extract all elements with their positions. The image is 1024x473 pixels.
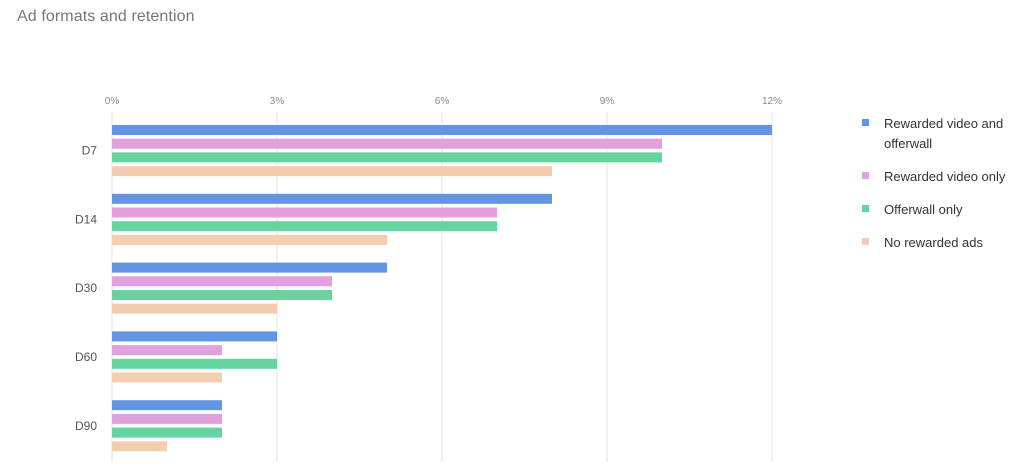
legend-swatch <box>862 172 869 179</box>
bar <box>112 138 662 149</box>
x-tick-label: 0% <box>105 96 120 107</box>
bar <box>112 166 552 177</box>
legend-swatch <box>862 119 869 126</box>
x-tick-label: 3% <box>270 96 285 107</box>
bar <box>112 152 662 163</box>
legend-item[interactable]: No rewarded ads <box>862 233 1012 253</box>
x-tick-label: 9% <box>600 96 615 107</box>
bar <box>112 234 387 245</box>
x-axis-ticks: 0% 3% 6% 9% 12% <box>105 96 782 107</box>
bar <box>112 290 332 300</box>
bar <box>112 400 222 411</box>
bar <box>112 331 277 342</box>
y-category-label: D14 <box>75 212 97 226</box>
x-tick-label: 6% <box>435 96 450 107</box>
legend-item[interactable]: Rewarded video and offerwall <box>862 114 1012 154</box>
legend-label: Rewarded video and offerwall <box>884 116 1004 151</box>
y-category-label: D90 <box>75 419 97 433</box>
bar <box>112 345 222 356</box>
legend-label: Rewarded video only <box>884 169 1006 184</box>
bar <box>112 276 332 287</box>
y-category-label: D60 <box>75 350 97 364</box>
bar <box>112 441 167 452</box>
bar <box>112 303 277 314</box>
bar <box>112 193 552 204</box>
bar <box>112 413 222 424</box>
bars <box>112 125 772 452</box>
bar <box>112 427 222 438</box>
legend-label: No rewarded ads <box>884 235 983 250</box>
x-tick-label: 12% <box>762 96 782 107</box>
bar <box>112 262 387 273</box>
chart-title: Ad formats and retention <box>17 8 195 25</box>
bar <box>112 221 497 232</box>
legend-swatch <box>862 238 869 245</box>
legend-item[interactable]: Offerwall only <box>862 200 1012 220</box>
chart-legend: Rewarded video and offerwall Rewarded vid… <box>862 114 1012 266</box>
y-axis-categories: D7 D14 D30 D60 D90 <box>75 144 97 433</box>
legend-item[interactable]: Rewarded video only <box>862 167 1012 187</box>
y-category-label: D7 <box>82 144 98 158</box>
legend-swatch <box>862 205 869 212</box>
bar <box>112 125 772 135</box>
bar <box>112 207 497 218</box>
bar <box>112 372 222 383</box>
legend-label: Offerwall only <box>884 202 963 217</box>
bar <box>112 358 277 369</box>
y-category-label: D30 <box>75 281 97 295</box>
